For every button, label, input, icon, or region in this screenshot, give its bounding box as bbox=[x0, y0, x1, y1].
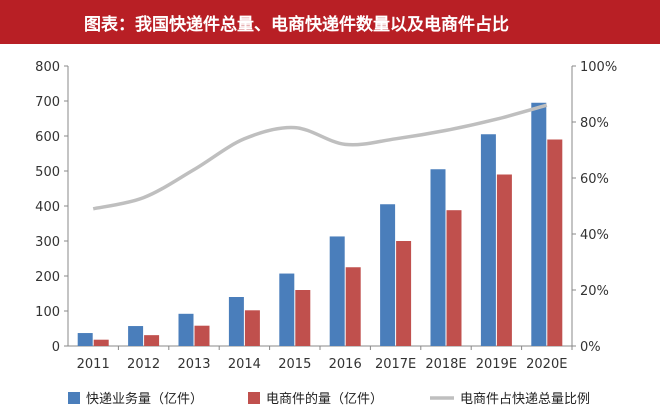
bar-ecommerce-volume bbox=[547, 139, 563, 346]
legend-label-2: 电商件占快递总量比例 bbox=[460, 392, 590, 407]
legend-swatch-0 bbox=[68, 392, 80, 404]
bar-ecommerce-volume bbox=[496, 174, 512, 346]
bar-express-volume bbox=[480, 134, 496, 346]
bar-ecommerce-volume bbox=[446, 210, 462, 346]
legend-swatch-1 bbox=[248, 392, 260, 404]
x-tick-label: 2015 bbox=[278, 357, 311, 372]
x-tick-label: 2016 bbox=[329, 357, 362, 372]
bar-express-volume bbox=[178, 313, 194, 346]
y-tick-label: 700 bbox=[35, 95, 60, 110]
bar-express-volume bbox=[380, 204, 396, 346]
chart-canvas: 0 100 200 300 400 500 600 700 800 0% 20% 40% 60% 80% 1… bbox=[35, 60, 617, 407]
bar-express-volume bbox=[279, 273, 295, 346]
bar-ecommerce-volume bbox=[93, 339, 109, 346]
bar-ecommerce-volume bbox=[244, 310, 260, 346]
bar-ecommerce-volume bbox=[345, 267, 361, 346]
x-tick-label: 2011 bbox=[77, 357, 110, 372]
y2-tick-label: 40% bbox=[580, 228, 609, 243]
bar-express-volume bbox=[228, 297, 244, 346]
share-line bbox=[92, 103, 548, 211]
x-tick-label: 2020E bbox=[526, 357, 567, 372]
bar-express-volume bbox=[128, 326, 144, 346]
bar-ecommerce-volume bbox=[194, 325, 210, 346]
y-tick-label: 0 bbox=[52, 340, 60, 355]
x-tick-label: 2012 bbox=[127, 357, 160, 372]
y-tick-label: 300 bbox=[35, 235, 60, 250]
bar-ecommerce-volume bbox=[396, 241, 412, 346]
y2-tick-label: 80% bbox=[580, 116, 609, 131]
y-tick-label: 800 bbox=[35, 60, 60, 75]
x-tick-label: 2019E bbox=[476, 357, 517, 372]
y2-tick-label: 60% bbox=[580, 172, 609, 187]
y2-tick-label: 100% bbox=[580, 60, 617, 75]
y2-tick-label: 20% bbox=[580, 284, 609, 299]
y-tick-label: 400 bbox=[35, 200, 60, 215]
x-tick-label: 2017E bbox=[375, 357, 416, 372]
y2-tick-label: 0% bbox=[580, 340, 601, 355]
chart-title: 图表：我国快递件总量、电商快递件数量以及电商件占比 bbox=[0, 0, 660, 44]
bar-ecommerce-volume bbox=[144, 335, 160, 346]
legend-label-1: 电商件的量（亿件） bbox=[266, 391, 383, 407]
bar-express-volume bbox=[329, 236, 345, 346]
x-tick-label: 2018E bbox=[425, 357, 466, 372]
y-tick-label: 200 bbox=[35, 270, 60, 285]
y-tick-label: 600 bbox=[35, 130, 60, 145]
bar-ecommerce-volume bbox=[295, 290, 311, 346]
bar-express-volume bbox=[430, 169, 446, 346]
y-tick-label: 100 bbox=[35, 305, 60, 320]
y-tick-label: 500 bbox=[35, 165, 60, 180]
x-tick-label: 2014 bbox=[228, 357, 261, 372]
x-tick-label: 2013 bbox=[177, 357, 210, 372]
legend-label-0: 快递业务量（亿件） bbox=[86, 391, 203, 407]
bar-express-volume bbox=[531, 102, 547, 346]
bar-express-volume bbox=[77, 333, 93, 346]
